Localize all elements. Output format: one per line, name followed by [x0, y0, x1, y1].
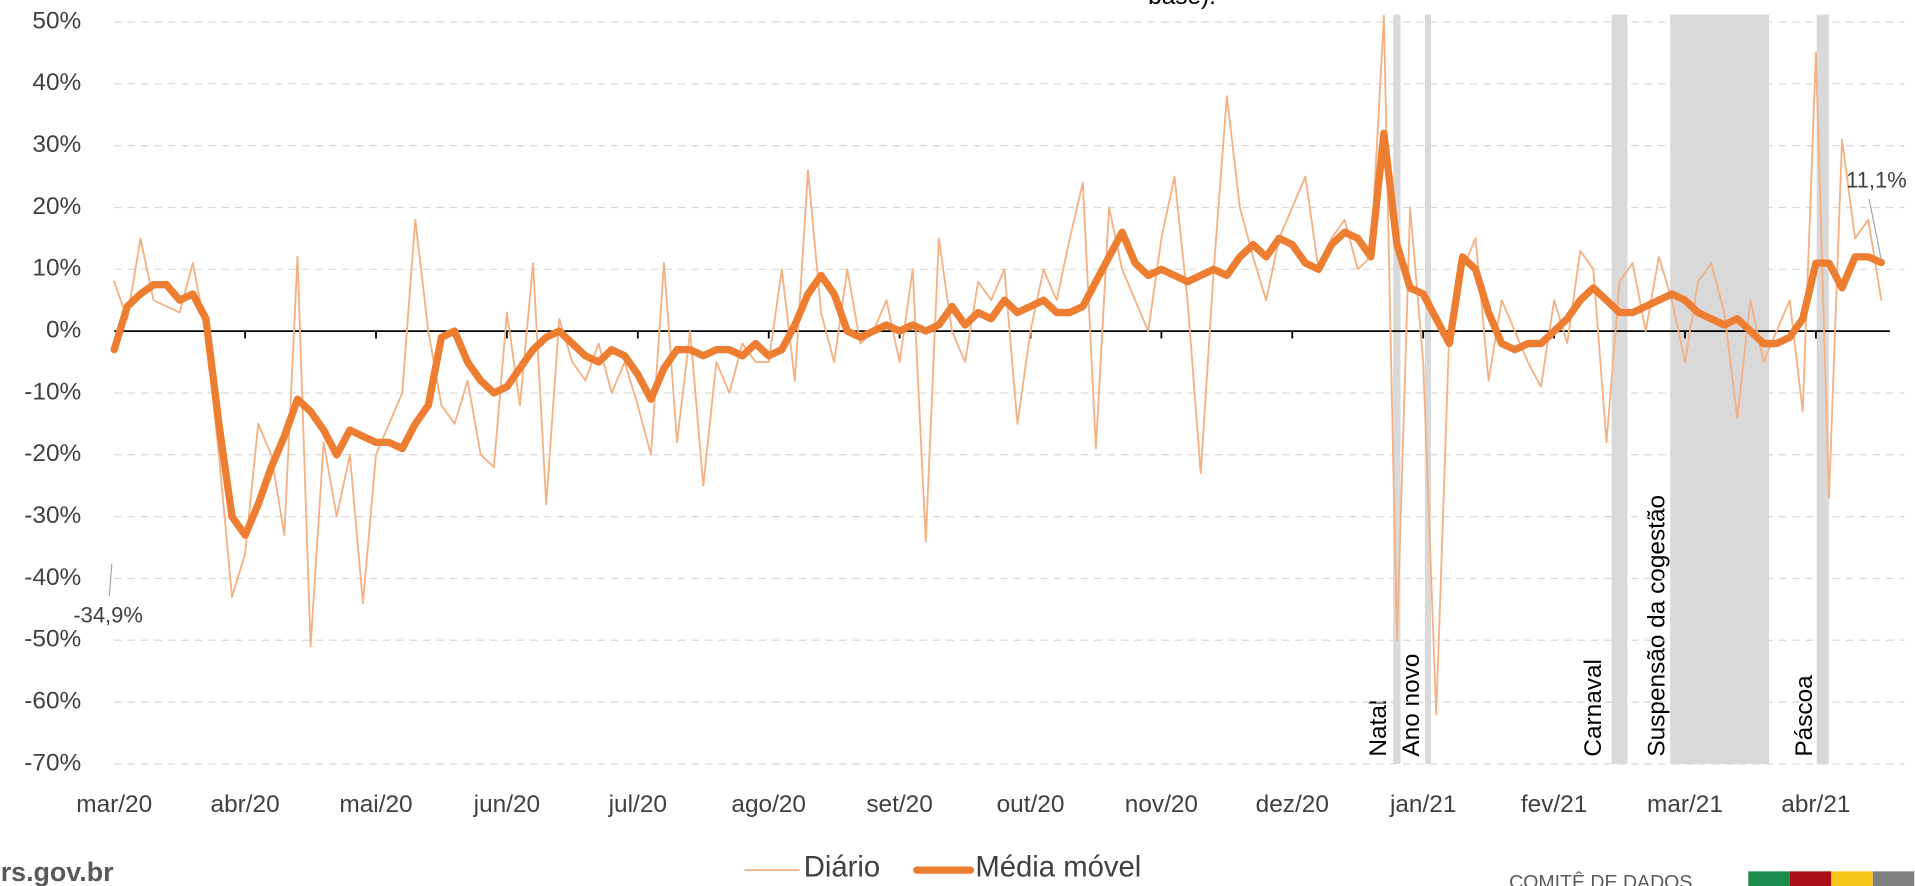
annotation-leader: [108, 563, 113, 596]
event-band: [1424, 14, 1432, 764]
flag-block: [1748, 871, 1790, 886]
legend-label: Média móvel: [975, 851, 1141, 884]
footer-credit: COMITÊ DE DADOS: [1509, 871, 1692, 886]
x-tick-label: ago/20: [731, 791, 806, 818]
flag-block: [1872, 871, 1915, 886]
x-tick-label: mai/20: [339, 791, 412, 818]
y-tick-label: -20%: [24, 440, 81, 467]
legend-label: Diário: [804, 851, 880, 884]
x-tick-label: nov/20: [1125, 791, 1198, 818]
footer-site: rs.gov.br: [1, 857, 114, 886]
x-tick-label: set/20: [866, 791, 932, 818]
y-tick-label: 20%: [32, 193, 81, 220]
event-bands: [1393, 14, 1829, 764]
annotation: -34,9%: [73, 602, 143, 627]
x-tick-label: jul/20: [608, 791, 667, 818]
series-line: [110, 129, 1885, 539]
y-tick-label: -60%: [24, 688, 81, 715]
event-label: Ano novo: [1398, 654, 1425, 757]
y-tick-label: -10%: [24, 378, 81, 405]
event-band: [1670, 14, 1770, 764]
event-band: [1611, 14, 1628, 764]
event-label: Natal: [1365, 700, 1392, 757]
event-label: Páscoa: [1791, 675, 1818, 757]
x-tick-label: out/20: [997, 791, 1065, 818]
annotation-leader: [1868, 198, 1882, 261]
chart-note: base).: [1148, 0, 1216, 10]
y-tick-label: -50%: [24, 626, 81, 653]
flag-block: [1789, 871, 1832, 886]
x-tick-label: jan/21: [1389, 791, 1456, 818]
x-tick-label: abr/20: [211, 791, 280, 818]
x-tick-label: dez/20: [1256, 791, 1329, 818]
y-tick-label: 10%: [32, 255, 81, 282]
x-tick-label: abr/21: [1781, 791, 1850, 818]
y-tick-label: 30%: [32, 131, 81, 158]
y-tick-label: 40%: [32, 69, 81, 96]
annotation: 11,1%: [1846, 168, 1907, 193]
x-tick-label: fev/21: [1521, 791, 1587, 818]
flag-block: [1831, 871, 1873, 886]
y-tick-label: 50%: [32, 7, 81, 34]
x-tick-label: mar/20: [76, 791, 152, 818]
y-tick-label: -70%: [24, 749, 81, 776]
event-label: Suspensão da cogestão: [1643, 495, 1670, 757]
y-tick-label: 0%: [46, 317, 81, 344]
series-line: [113, 14, 1883, 716]
event-band: [1393, 14, 1401, 764]
x-tick-label: mar/21: [1647, 791, 1723, 818]
y-tick-label: -30%: [24, 502, 81, 529]
x-tick-label: jun/20: [473, 791, 540, 818]
event-label: Carnaval: [1580, 659, 1607, 757]
y-tick-label: -40%: [24, 564, 81, 591]
